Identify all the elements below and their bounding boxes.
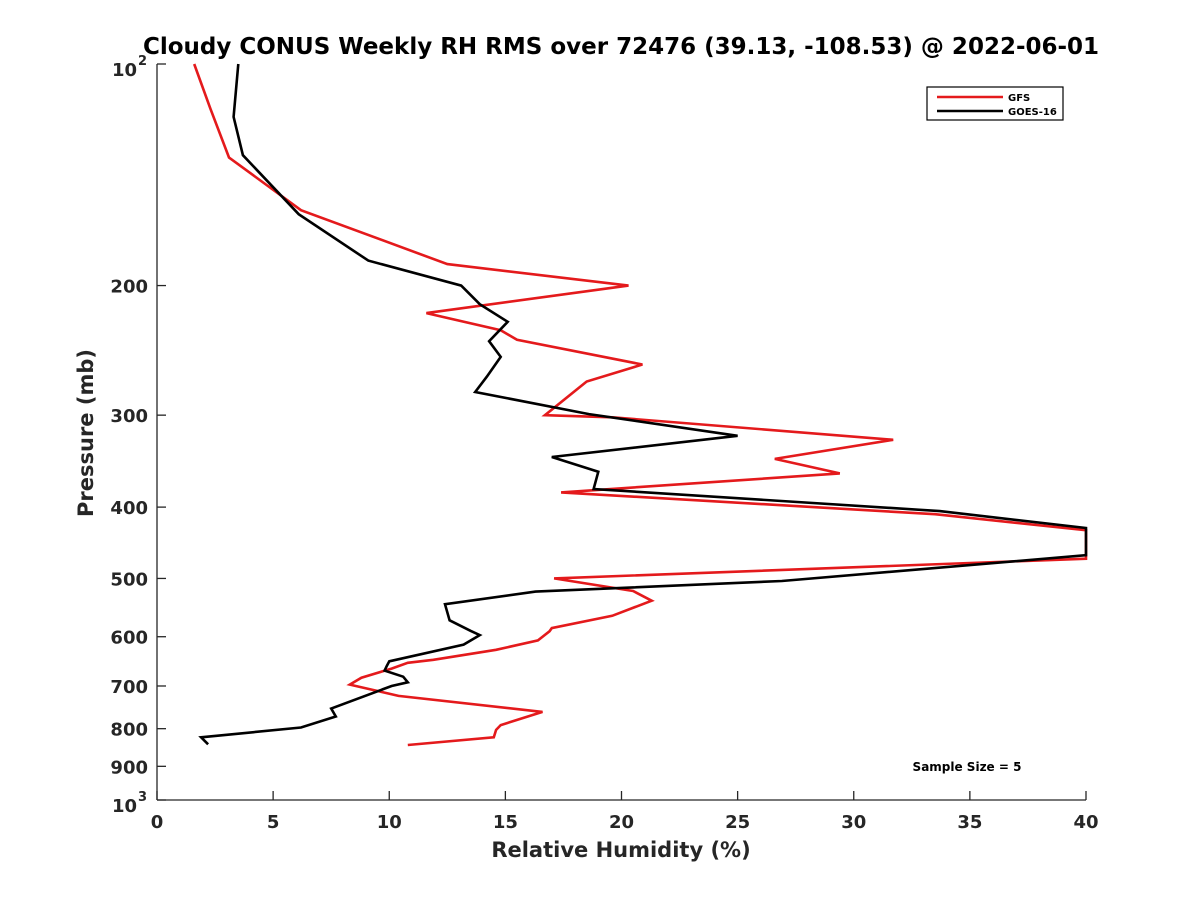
x-tick-label: 40 xyxy=(1073,812,1098,833)
y-axis-label: Pressure (mb) xyxy=(74,349,98,517)
series-line-goes16 xyxy=(198,63,1088,746)
legend-label-goes16: GOES-16 xyxy=(1008,107,1057,118)
x-tick-label: 0 xyxy=(151,812,164,833)
legend: GFS GOES-16 xyxy=(926,86,1064,121)
sample-size-annotation: Sample Size = 5 xyxy=(913,760,1022,774)
y-tick-label: 10 xyxy=(112,796,137,817)
x-axis-label: Relative Humidity (%) xyxy=(491,838,750,862)
y-tick-label: 400 xyxy=(110,498,148,519)
x-tick-label: 10 xyxy=(377,812,402,833)
y-tick-label: 700 xyxy=(110,677,148,698)
x-tick-label: 25 xyxy=(725,812,750,833)
y-tick-label: 300 xyxy=(110,406,148,427)
y-tick-label: 10 xyxy=(112,60,137,81)
y-tick-label-exponent: 3 xyxy=(138,790,147,805)
series-line-gfs xyxy=(192,63,1088,747)
legend-label-gfs: GFS xyxy=(1008,93,1030,104)
series-layer xyxy=(192,63,1088,747)
y-tick-label: 900 xyxy=(110,757,148,778)
y-tick-label: 800 xyxy=(110,720,148,741)
y-tick-label: 500 xyxy=(110,569,148,590)
x-tick-label: 30 xyxy=(841,812,866,833)
x-tick-label: 5 xyxy=(267,812,280,833)
x-tick-label: 20 xyxy=(609,812,634,833)
x-tick-label: 35 xyxy=(957,812,982,833)
y-tick-label: 600 xyxy=(110,628,148,649)
y-tick-label: 200 xyxy=(110,277,148,298)
x-tick-label: 15 xyxy=(493,812,518,833)
y-tick-label-exponent: 2 xyxy=(138,54,147,69)
legend-box xyxy=(926,86,1064,121)
chart-title: Cloudy CONUS Weekly RH RMS over 72476 (3… xyxy=(143,34,1099,60)
